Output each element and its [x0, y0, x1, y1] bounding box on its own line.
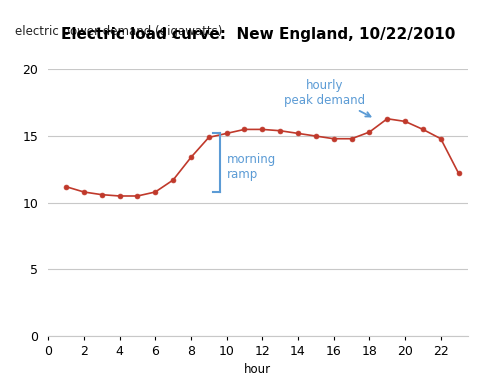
Text: hourly
peak demand: hourly peak demand — [284, 79, 371, 117]
Text: morning
ramp: morning ramp — [227, 153, 276, 181]
Title: Electric load curve:  New England, 10/22/2010: Electric load curve: New England, 10/22/… — [61, 27, 455, 42]
X-axis label: hour: hour — [244, 363, 271, 376]
Text: electric power demand (gigawatts): electric power demand (gigawatts) — [14, 25, 222, 37]
